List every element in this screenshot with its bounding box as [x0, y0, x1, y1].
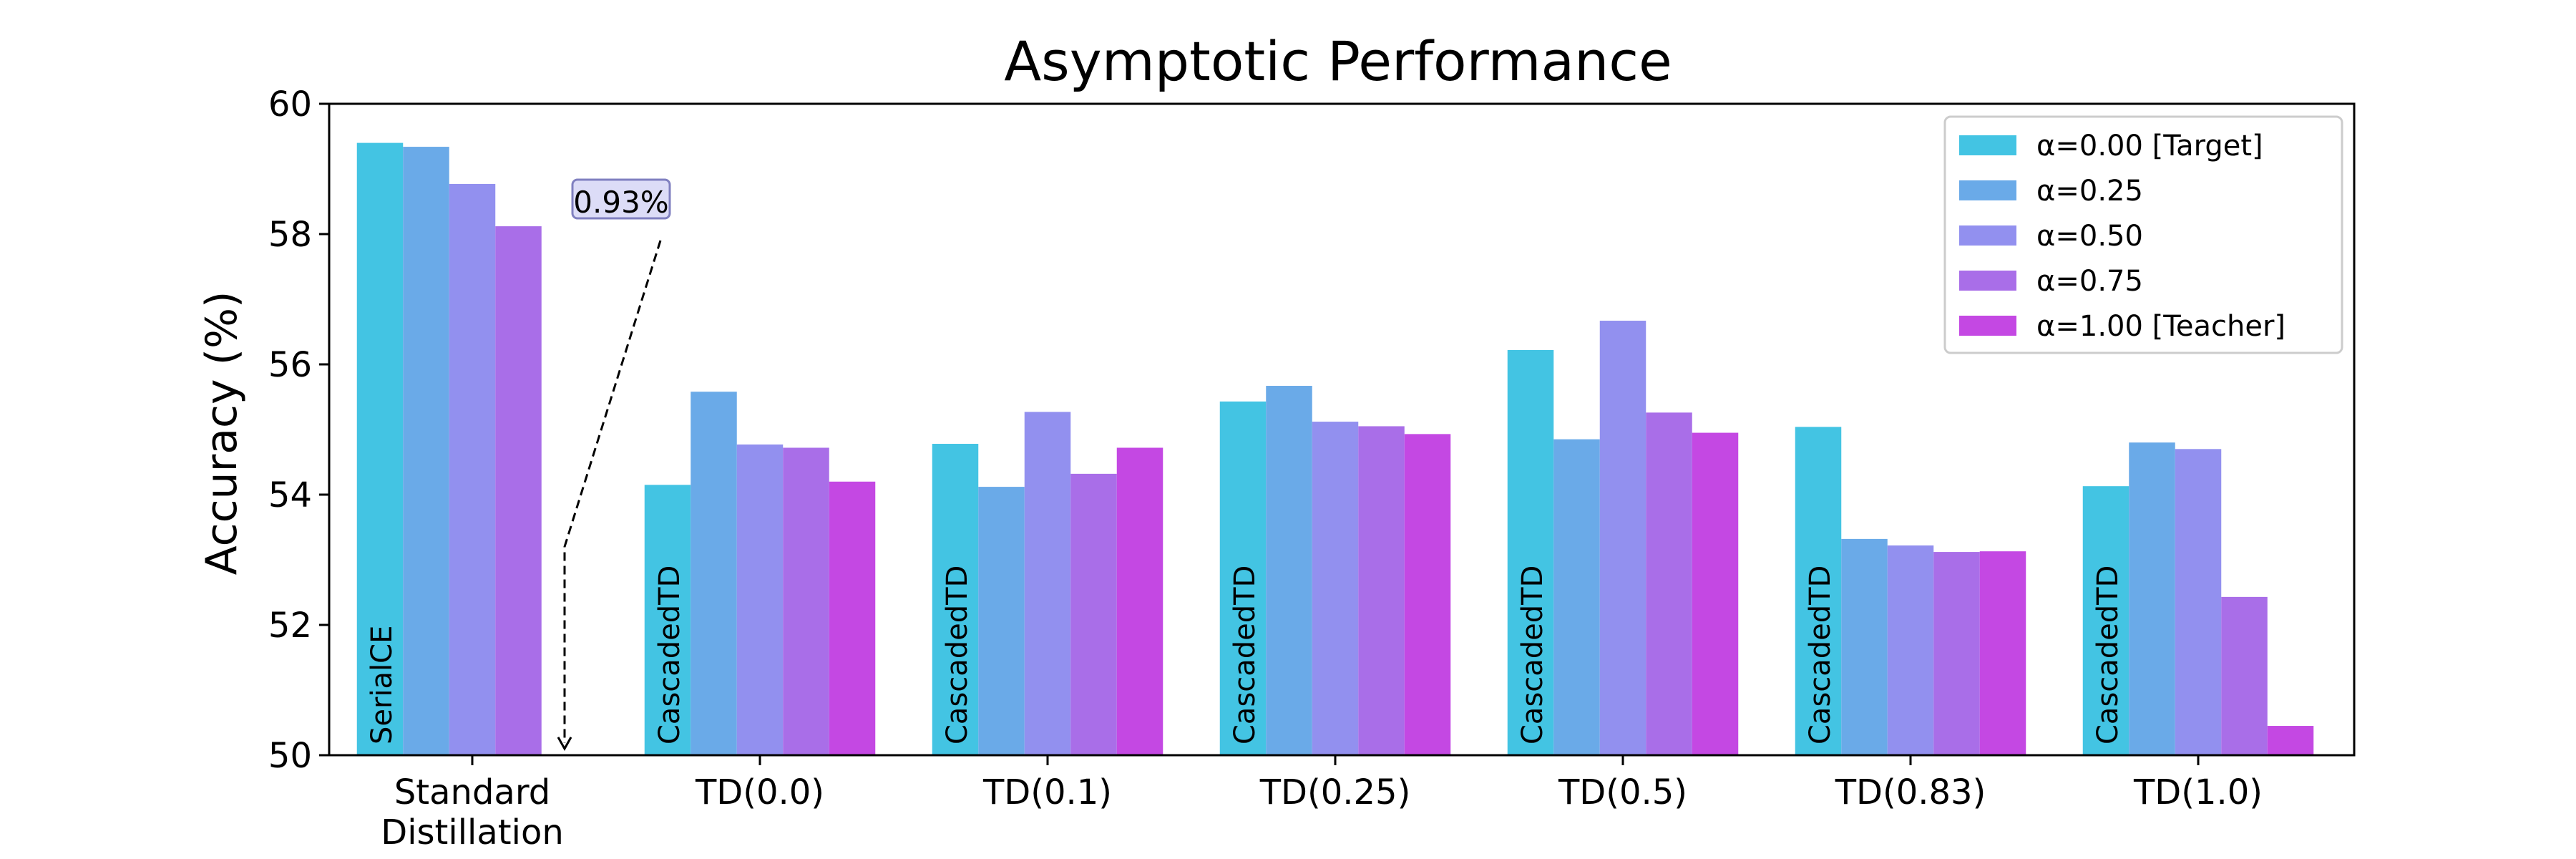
- bar: [2267, 726, 2314, 755]
- bar: [1979, 551, 2026, 755]
- bar: [1507, 349, 1554, 756]
- y-tick-label: 60: [268, 84, 312, 125]
- legend-label: α=0.25: [2036, 175, 2143, 208]
- annotation-arrowhead: [557, 737, 572, 751]
- bar: [1358, 426, 1405, 755]
- annotation-box: [571, 178, 671, 220]
- legend-label: α=0.50: [2036, 220, 2143, 253]
- y-tick-label: 50: [268, 736, 312, 776]
- bar: [1692, 432, 1739, 755]
- bar: [2175, 449, 2222, 755]
- bar: [1219, 401, 1267, 755]
- bar-text-label: SerialCE: [366, 626, 399, 744]
- annotation-group: 0.93%: [557, 178, 671, 751]
- x-tick-label: TD(0.1): [982, 772, 1112, 812]
- bar: [449, 183, 496, 755]
- bar: [644, 485, 691, 755]
- legend-swatch: [1959, 180, 2016, 200]
- bar: [691, 392, 737, 755]
- x-tick-label: TD(0.83): [1835, 772, 1986, 812]
- bar-text-label: CascadedTD: [941, 566, 974, 744]
- bar: [356, 142, 404, 756]
- annotation-text: 0.93%: [573, 185, 668, 220]
- bar: [403, 147, 449, 755]
- bar: [1841, 538, 1888, 755]
- bar: [1933, 552, 1980, 755]
- x-tick-label: TD(0.0): [695, 772, 824, 812]
- bar-text-label: CascadedTD: [1516, 566, 1549, 744]
- bar: [783, 447, 829, 755]
- bar-text-label: CascadedTD: [653, 566, 686, 744]
- legend-swatch: [1959, 316, 2016, 336]
- legend-box: [1943, 115, 2343, 354]
- bar: [2082, 486, 2129, 755]
- bar: [1070, 473, 1117, 755]
- bar: [1312, 422, 1359, 755]
- bar: [932, 444, 979, 755]
- x-tick-label: TD(0.25): [1259, 772, 1411, 812]
- y-tick-label: 54: [268, 475, 312, 515]
- x-tick-label: TD(1.0): [2133, 772, 2263, 812]
- bar: [1024, 412, 1071, 755]
- chart-title: Asymptotic Performance: [1004, 29, 1672, 93]
- x-tick-label: TD(0.5): [1558, 772, 1687, 812]
- bar: [1116, 447, 1163, 755]
- legend-label: α=1.00 [Teacher]: [2036, 310, 2285, 343]
- bar-text-label: CascadedTD: [2092, 566, 2124, 744]
- bar: [495, 226, 542, 756]
- legend-swatch: [1959, 271, 2016, 291]
- x-tick-label: Standard: [394, 772, 550, 812]
- x-tick-label: Distillation: [381, 812, 564, 853]
- y-tick-label: 58: [268, 215, 312, 255]
- bar: [829, 481, 876, 755]
- bar-labels-group: SerialCE CascadedTD CascadedTD CascadedTD Ca…: [366, 566, 2124, 744]
- bar: [1266, 386, 1312, 755]
- bar: [1404, 434, 1451, 755]
- y-tick-label: 52: [268, 606, 312, 646]
- legend-swatch: [1959, 225, 2016, 246]
- bar: [1795, 427, 1842, 755]
- plot-frame: [328, 102, 2356, 757]
- y-tick-label: 56: [268, 345, 312, 385]
- bar: [2221, 596, 2268, 755]
- legend-label: α=0.00 [Target]: [2036, 130, 2263, 162]
- bar: [978, 487, 1025, 755]
- bar-text-label: CascadedTD: [1804, 566, 1837, 744]
- bar-text-label: CascadedTD: [1229, 566, 1262, 744]
- bar: [1646, 412, 1692, 755]
- bar: [736, 444, 784, 755]
- bar: [1599, 321, 1646, 755]
- bar: [1553, 439, 1600, 755]
- bar: [2129, 442, 2175, 755]
- y-axis-label: Accuracy (%): [197, 291, 247, 576]
- annotation-arrow: [563, 240, 662, 743]
- y-axis-ticks: 50 52 54 56 58 60: [268, 84, 329, 776]
- legend-swatch: [1959, 135, 2016, 155]
- legend: α=0.00 [Target] α=0.25 α=0.50 α=0.75 α=1.00 …: [1943, 115, 2343, 354]
- bars-group: [356, 142, 2314, 756]
- legend-label: α=0.75: [2036, 265, 2143, 298]
- bar: [1887, 545, 1934, 755]
